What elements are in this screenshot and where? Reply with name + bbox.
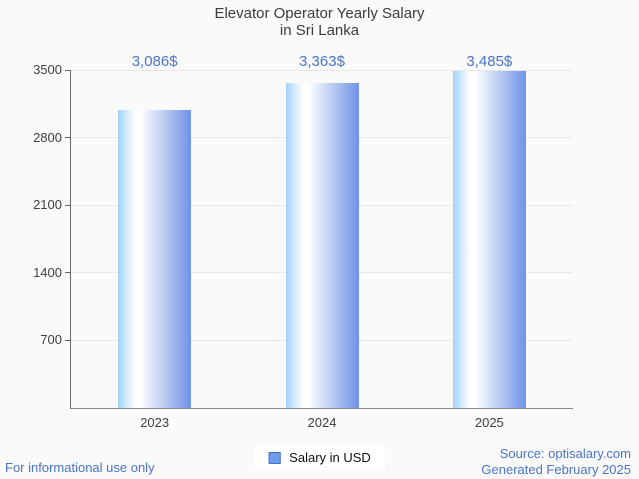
bar-value-label: 3,086$ xyxy=(131,53,178,70)
legend-label: Salary in USD xyxy=(289,450,371,465)
legend: Salary in USD xyxy=(254,446,385,470)
footer-source: Source: optisalary.com xyxy=(499,446,631,461)
x-tick-label: 2023 xyxy=(140,415,170,430)
legend-marker-square-icon xyxy=(268,451,281,464)
footer-disclaimer: For informational use only xyxy=(5,460,155,475)
chart-title-line2: in Sri Lanka xyxy=(279,22,360,39)
bar-value-label: 3,485$ xyxy=(466,53,513,70)
footer-generated: Generated February 2025 xyxy=(481,462,631,477)
plot-area: 700 1400 2100 2800 3500 3,086$ 2023 3,363$ 2024 3… xyxy=(33,53,573,430)
bar xyxy=(452,71,526,408)
y-tick-label: 3500 xyxy=(33,62,62,77)
x-tick-label: 2025 xyxy=(474,415,504,430)
chart-title: Elevator Operator Yearly Salary in Sri L… xyxy=(0,5,639,39)
chart-title-line1: Elevator Operator Yearly Salary xyxy=(214,5,425,22)
y-tick-label: 2100 xyxy=(33,197,62,213)
y-tick-label: 1400 xyxy=(33,264,62,280)
y-axis-tick xyxy=(65,339,71,341)
bar-value-label: 3,363$ xyxy=(299,53,345,70)
footer-attribution: Source: optisalary.com Generated Februar… xyxy=(481,446,631,478)
gridline xyxy=(71,69,573,71)
y-tick-label: 700 xyxy=(40,332,62,348)
y-axis-tick xyxy=(65,69,71,71)
bar xyxy=(118,109,192,408)
y-axis-tick xyxy=(65,272,71,274)
x-tick-label: 2024 xyxy=(307,415,337,430)
bar xyxy=(285,83,359,408)
y-axis-tick xyxy=(65,137,71,139)
y-tick-label: 2800 xyxy=(33,129,62,145)
y-axis-tick xyxy=(65,204,71,206)
